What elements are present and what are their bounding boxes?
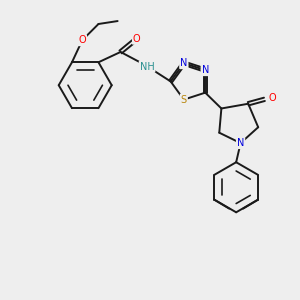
Text: O: O xyxy=(269,93,277,103)
Text: N: N xyxy=(202,65,209,75)
Text: S: S xyxy=(181,94,187,105)
Text: NH: NH xyxy=(140,62,154,72)
Text: N: N xyxy=(180,58,188,68)
Text: O: O xyxy=(79,35,86,45)
Text: N: N xyxy=(237,138,244,148)
Text: O: O xyxy=(133,34,141,44)
